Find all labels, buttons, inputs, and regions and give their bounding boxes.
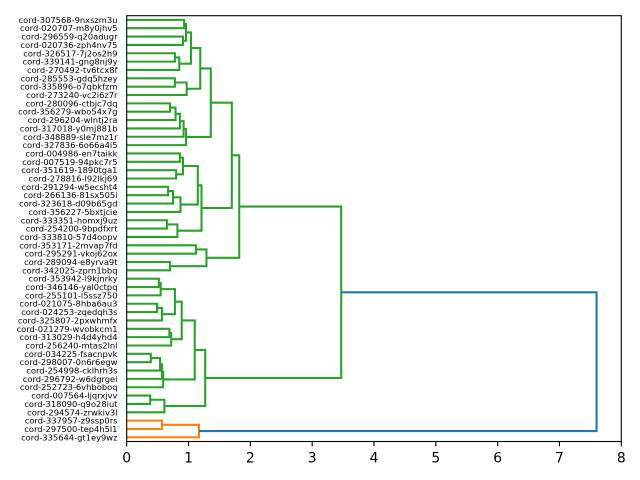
leaf-label: cord-295291-vkoj62ox — [24, 249, 117, 259]
leaf-label: cord-252723-6vhboboq — [20, 382, 118, 392]
leaf-label: cord-007519-94pkc7r5 — [22, 157, 117, 167]
leaf-label: cord-296204-wlntj2ra — [28, 115, 118, 125]
leaf-label: cord-333810-57d4oopv — [20, 232, 118, 242]
leaf-label: cord-356279-wbo54x7g — [18, 107, 117, 117]
leaf-label: cord-346146-yal0ctpq — [26, 282, 118, 292]
leaf-label: cord-348889-sle7mz1r — [23, 132, 118, 142]
leaf-label: cord-020736-zph4nv75 — [20, 40, 117, 50]
leaf-label: cord-333351-homxj9uz — [21, 215, 118, 225]
x-tick-label: 0 — [122, 451, 131, 467]
leaf-label: cord-256240-mtas2lnl — [25, 340, 117, 350]
leaf-label: cord-255101-l5ssz750 — [25, 290, 118, 300]
leaf-label: cord-254200-9bpdfxrt — [26, 224, 118, 234]
x-axis: 0 1 2 3 4 5 6 7 8 — [122, 441, 626, 467]
leaf-label: cord-270492-tv6tcx8f — [27, 65, 119, 75]
leaf-label: cord-337957-z9ssp0rs — [25, 416, 118, 426]
leaf-label: cord-342025-zprn1bbq — [22, 265, 117, 275]
leaf-label: cord-323618-d09b65gd — [19, 199, 117, 209]
leaf-label: cord-326517-7j2os2h9 — [23, 48, 117, 58]
leaf-label: cord-318090-q9o28iut — [24, 399, 118, 409]
leaf-label: cord-273240-vc2i6z7r — [26, 90, 118, 100]
leaf-label: cord-335644-gt1ey9wz — [21, 432, 118, 442]
leaf-label: cord-298007-0n6r6egw — [20, 357, 118, 367]
dendrogram-link-49 — [199, 291, 598, 433]
leaf-label: cord-285553-gdq5hzey — [21, 73, 118, 83]
leaf-label: cord-351619-1890tga1 — [21, 165, 117, 175]
leaf-label: cord-294574-zrwkiv3l — [27, 407, 117, 417]
leaf-label: cord-021075-8hba6au3 — [20, 299, 118, 309]
x-tick-label: 4 — [370, 451, 379, 467]
leaf-label: cord-291294-w5ecsht4 — [21, 182, 117, 192]
leaf-label: cord-021279-wvobkcm1 — [17, 324, 118, 334]
leaf-label: cord-280096-ctbjc7dq — [26, 98, 118, 108]
leaf-label: cord-296559-q20adugr — [21, 32, 118, 42]
x-tick-label: 7 — [555, 451, 564, 467]
leaf-label: cord-335896-o7qbkfzm — [20, 82, 117, 92]
axes-frame — [126, 15, 622, 443]
leaf-label: cord-278816-l92lkj69 — [29, 174, 118, 184]
x-tick-label: 8 — [617, 451, 626, 467]
x-tick-label: 6 — [493, 451, 502, 467]
leaf-label: cord-313029-h4d4yhd4 — [20, 332, 118, 342]
leaf-label: cord-325807-2pxwhmfx — [18, 315, 118, 325]
leaf-label: cord-004986-en7taikk — [25, 148, 117, 158]
leaf-label: cord-296792-w6dgrgei — [23, 374, 118, 384]
x-tick-label: 2 — [246, 451, 255, 467]
leaf-label: cord-254998-cklhrh3s — [26, 366, 117, 376]
leaf-labels: cord-307568-9nxszm3ucord-020707-m8y0jhv5… — [17, 15, 119, 442]
leaf-label: cord-327836-6o66a4i5 — [22, 140, 117, 150]
x-tick-label: 5 — [431, 451, 440, 467]
x-tick-label: 3 — [308, 451, 317, 467]
leaf-label: cord-317018-y0mj881b — [20, 123, 118, 133]
leaf-label: cord-020707-m8y0jhv5 — [20, 23, 118, 33]
leaf-label: cord-034225-fsacnpvk — [24, 349, 117, 359]
leaf-label: cord-353171-2mvap7fd — [19, 240, 117, 250]
leaf-label: cord-339141-gng8nj9y — [22, 57, 117, 67]
leaf-label: cord-266136-81sx505i — [23, 190, 117, 200]
leaf-label: cord-307568-9nxszm3u — [19, 15, 118, 25]
leaf-label: cord-356227-5bxtjcie — [28, 207, 117, 217]
dendrogram-links — [126, 18, 598, 439]
leaf-label: cord-353942-l9kjnrky — [29, 274, 118, 284]
leaf-label: cord-007564-ljqrxjvv — [31, 391, 117, 401]
x-tick-label: 1 — [184, 451, 193, 467]
leaf-label: cord-024253-zqedqh3s — [21, 307, 117, 317]
leaf-label: cord-289094-e8yrva9t — [24, 257, 118, 267]
leaf-label: cord-297500-tep4h5l1 — [24, 424, 117, 434]
